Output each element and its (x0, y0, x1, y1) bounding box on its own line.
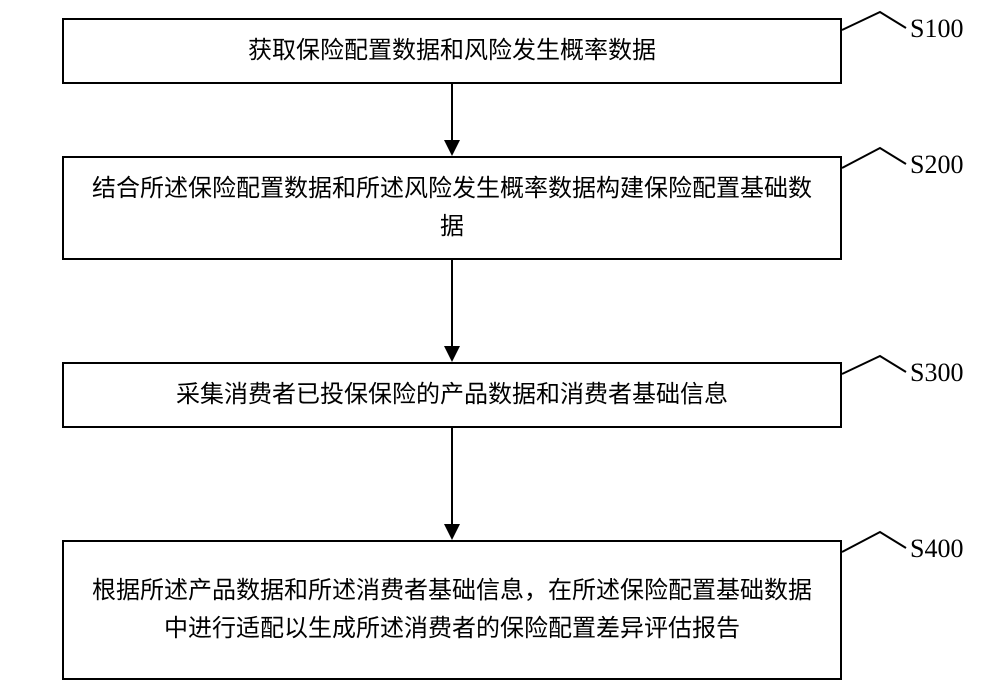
callout-s200 (842, 148, 906, 168)
flowchart-canvas: 获取保险配置数据和风险发生概率数据 S100 结合所述保险配置数据和所述风险发生… (0, 0, 1000, 698)
step-label-s400: S400 (910, 534, 963, 564)
step-text: 采集消费者已投保保险的产品数据和消费者基础信息 (176, 376, 728, 414)
step-text: 结合所述保险配置数据和所述风险发生概率数据构建保险配置基础数据 (84, 170, 820, 247)
step-s100: 获取保险配置数据和风险发生概率数据 (62, 18, 842, 84)
callout-s400 (842, 532, 906, 552)
step-label-s200: S200 (910, 150, 963, 180)
step-s400: 根据所述产品数据和所述消费者基础信息，在所述保险配置基础数据中进行适配以生成所述… (62, 540, 842, 680)
step-s300: 采集消费者已投保保险的产品数据和消费者基础信息 (62, 362, 842, 428)
step-label-s300: S300 (910, 358, 963, 388)
step-text: 获取保险配置数据和风险发生概率数据 (248, 32, 656, 70)
step-text: 根据所述产品数据和所述消费者基础信息，在所述保险配置基础数据中进行适配以生成所述… (84, 572, 820, 649)
step-s200: 结合所述保险配置数据和所述风险发生概率数据构建保险配置基础数据 (62, 156, 842, 260)
callout-s300 (842, 356, 906, 374)
edge-s100-s200 (444, 84, 460, 156)
callout-s100 (842, 12, 906, 30)
edge-s200-s300 (444, 260, 460, 362)
step-label-s100: S100 (910, 14, 963, 44)
edge-s300-s400 (444, 428, 460, 540)
